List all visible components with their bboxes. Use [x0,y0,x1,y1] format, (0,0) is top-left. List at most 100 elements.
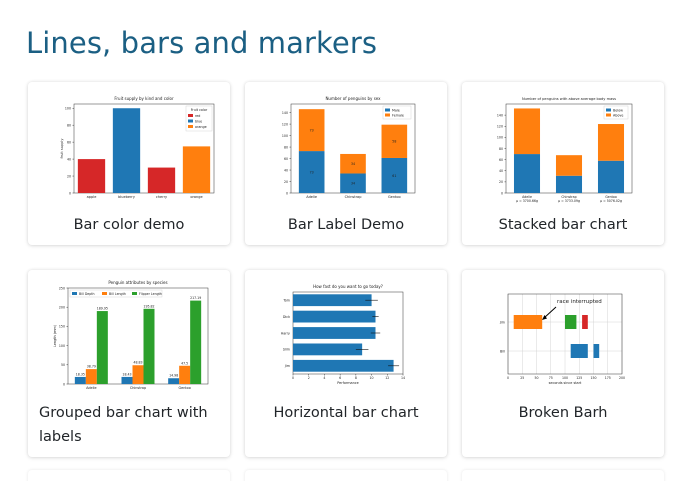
x-tick-label: 6 [339,376,341,380]
bar [555,175,583,193]
y-tick-label: 60 [284,157,288,161]
y-tick-label: Bill [500,349,505,353]
legend-swatch [132,292,137,295]
bar-value-label: 34 [351,162,355,166]
chart-title: Number of penguins with above average bo… [522,97,616,101]
gallery-card-partial[interactable] [245,470,447,481]
bar-segment [565,315,577,329]
bar [513,154,541,193]
gallery-card-partial[interactable] [462,470,664,481]
bar [147,167,176,193]
gallery-card-stacked-bar-chart[interactable]: Number of penguins with above average bo… [462,82,664,245]
x-tick-label: Gentoo [605,195,617,199]
x-tick-label: Gentoo [388,195,401,199]
x-tick-label: 25 [520,376,524,380]
bar [121,376,133,384]
card-thumbnail[interactable]: 0 25 50 75 100 125 150 175 200 seconds since star… [462,270,664,398]
card-caption[interactable]: Horizontal bar chart [273,405,419,421]
bar [381,124,408,158]
card-caption[interactable]: Broken Barh [518,405,608,421]
x-tick-label: 0 [292,376,294,380]
legend-swatch [188,119,193,123]
x-tick-label: 125 [576,376,582,380]
legend-swatch [606,108,611,112]
card-caption[interactable]: Grouped bar chart with labels [39,405,208,445]
card-thumbnail[interactable]: Number of penguins with above average bo… [462,82,664,210]
y-tick-label: 40 [284,168,288,172]
bar-value-label: 195.82 [143,304,154,308]
y-tick-label: 140 [282,111,288,115]
bar [555,155,583,176]
bar-segment [582,315,588,329]
legend-swatch [385,113,390,117]
bar [293,327,376,339]
x-tick-label: Gentoo [178,386,190,390]
gallery-card-grouped-bar-chart[interactable]: Penguin attributes by species 0 50 100 150 20… [28,270,230,457]
chart-horizontal-bar: How fast do you want to go today? 0 2 4 6 8 10… [281,284,405,385]
gallery-card-bar-color-demo[interactable]: Fruit supply by kind and color 0 20 40 60 80 1… [28,82,230,245]
x-tick-label: 10 [370,376,374,380]
card-caption[interactable]: Bar color demo [73,217,185,233]
y-tick-label: 20 [67,174,71,178]
legend-label: blue [195,119,202,123]
card-thumbnail[interactable]: Penguin attributes by species 0 50 100 150 20… [28,270,230,398]
bar [96,311,108,384]
y-tick-label: Tom [282,299,290,303]
bar [182,146,211,193]
bar [340,173,366,193]
bar [143,308,155,384]
x-tick-label: apple [87,195,97,199]
bar [298,109,325,152]
bar [597,160,625,193]
gallery-card-partial[interactable] [28,470,230,481]
bar [293,343,363,356]
x-tick-label: 50 [534,376,538,380]
gallery-card-horizontal-bar-chart[interactable]: How fast do you want to go today? 0 2 4 6 8 10… [245,270,447,457]
legend [69,289,163,298]
legend-swatch [385,108,390,112]
x-tick-label: blueberry [118,195,135,199]
chart-title: Number of penguins by sex [325,96,381,101]
gallery-card-bar-label-demo[interactable]: Number of penguins by sex 0 20 40 60 80 100 120… [245,82,447,245]
y-tick-label: 250 [59,286,65,290]
card-caption[interactable]: Bar Label Demo [287,217,405,233]
x-tick-label: μ = 5076.02g [600,199,622,203]
card-thumbnail[interactable]: Fruit supply by kind and color 0 20 40 60 80 1… [28,82,230,210]
legend-swatch [102,292,107,295]
card-thumbnail[interactable]: Number of penguins by sex 0 20 40 60 80 100 120… [245,82,447,210]
y-tick-label: Dick [283,315,290,319]
card-caption[interactable]: Stacked bar chart [498,217,628,233]
gallery-card-broken-barh[interactable]: 0 25 50 75 100 125 150 175 200 seconds since star… [462,270,664,457]
bar [132,365,144,384]
x-tick-label: 4 [323,376,325,380]
y-tick-label: 60 [499,158,503,162]
y-tick-label: 0 [501,191,503,195]
y-tick-label: 200 [59,306,65,310]
y-tick-label: 20 [284,180,288,184]
x-tick-label: Adelie [306,195,317,199]
y-tick-label: 80 [284,145,288,149]
legend-label: Female [392,113,404,117]
bar-value-label: 48.83 [133,361,142,365]
y-tick-label: 100 [282,134,288,138]
bar-value-label: 18.35 [76,372,85,376]
bar [293,310,376,323]
x-tick-label: 200 [619,376,625,380]
bar [179,365,191,384]
card-thumbnail[interactable]: How fast do you want to go today? 0 2 4 6 8 10… [245,270,447,398]
legend-label: Flipper Length [139,292,162,296]
bar [597,124,625,161]
bar-segment [593,344,600,358]
legend-label: red [195,114,200,118]
y-tick-label: 0 [69,191,71,195]
legend-swatch [72,292,77,295]
x-tick-label: 0 [507,376,509,380]
x-tick-label: Chinstrap [130,386,146,390]
bar-segment [513,315,543,329]
x-tick-label: Chinstrap [345,195,363,199]
y-tick-label: 140 [497,113,503,117]
x-tick-label: 14 [401,376,405,380]
x-tick-label: μ = 3700.66g [516,199,538,203]
y-tick-label: 80 [499,147,503,151]
y-tick-label: 0 [63,382,65,386]
